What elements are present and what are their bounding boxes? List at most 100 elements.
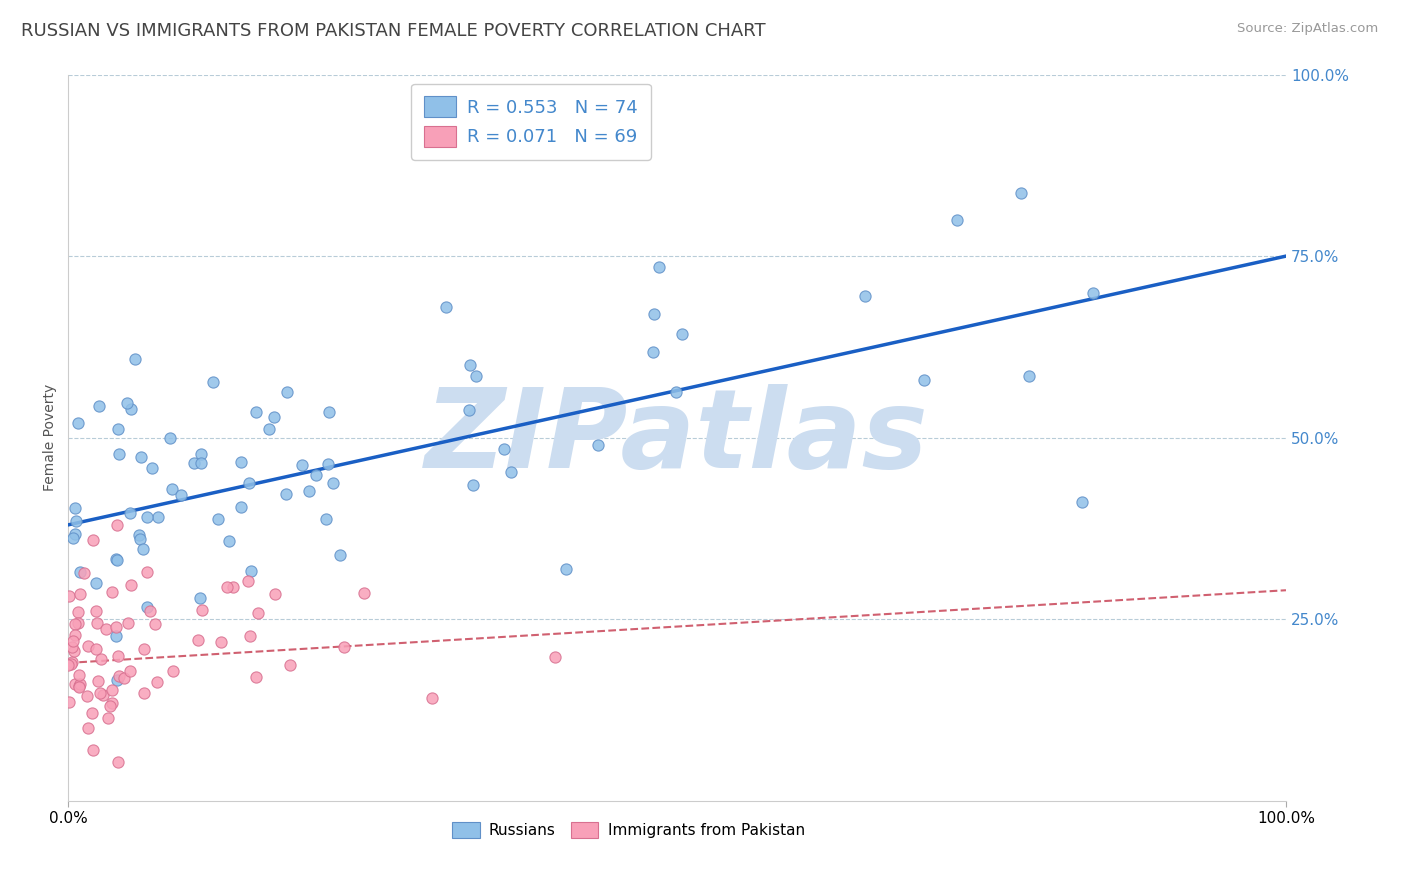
Point (458, 358, 481, 372)
Point (188, 591, 211, 605)
Point (946, 212, 969, 227)
Point (215, 580, 238, 594)
Point (434, 300, 457, 314)
Point (353, 586, 375, 600)
Point (97, 711, 120, 725)
Point (316, 457, 339, 471)
Point (160, 482, 183, 496)
Point (238, 476, 260, 491)
Point (84, 604, 107, 618)
Point (222, 580, 245, 594)
Point (91, 688, 114, 702)
Point (90, 652, 112, 666)
Point (67, 416, 90, 430)
Point (107, 447, 129, 461)
Point (420, 691, 443, 706)
Point (87, 673, 110, 688)
Point (107, 668, 129, 682)
Point (494, 442, 516, 456)
Point (457, 402, 479, 417)
Point (278, 657, 301, 672)
Point (190, 456, 212, 470)
Point (162, 664, 184, 678)
Point (76, 690, 98, 704)
Point (229, 500, 252, 514)
Point (264, 587, 287, 601)
Text: ZIPatlas: ZIPatlas (425, 384, 929, 491)
Point (112, 671, 135, 685)
Point (67, 606, 90, 620)
Point (94, 622, 117, 636)
Point (128, 528, 150, 542)
Point (120, 401, 142, 416)
Point (104, 620, 127, 634)
Point (63, 677, 86, 691)
Point (544, 650, 567, 665)
Point (555, 562, 578, 576)
Point (671, 326, 693, 341)
Point (105, 517, 128, 532)
Point (665, 384, 688, 399)
Point (62, 531, 84, 545)
Point (101, 696, 124, 710)
Y-axis label: Female Poverty: Female Poverty (44, 384, 58, 491)
Point (65, 527, 87, 541)
Point (84, 642, 107, 657)
Point (73, 566, 96, 580)
Point (274, 487, 297, 501)
Point (60, 655, 83, 669)
Point (135, 565, 157, 579)
Point (63, 616, 86, 631)
Point (329, 549, 352, 563)
Point (120, 506, 142, 520)
Point (170, 488, 193, 502)
Point (69, 677, 91, 691)
Point (298, 483, 321, 498)
Point (98, 698, 121, 713)
Point (132, 686, 155, 700)
Point (1083, 286, 1105, 301)
Point (465, 368, 488, 383)
Point (229, 455, 252, 469)
Point (245, 670, 267, 684)
Point (187, 632, 209, 647)
Point (86, 615, 108, 630)
Point (128, 533, 150, 547)
Point (67, 667, 90, 681)
Point (124, 351, 146, 366)
Point (65, 514, 87, 528)
Point (132, 642, 155, 657)
Text: RUSSIAN VS IMMIGRANTS FROM PAKISTAN FEMALE POVERTY CORRELATION CHART: RUSSIAN VS IMMIGRANTS FROM PAKISTAN FEMA… (21, 22, 766, 40)
Point (499, 465, 522, 479)
Point (131, 450, 153, 464)
Point (121, 578, 143, 592)
Point (318, 405, 340, 419)
Point (67, 680, 90, 694)
Point (190, 447, 212, 461)
Point (69, 566, 91, 580)
Point (84, 576, 107, 591)
Point (1018, 368, 1040, 383)
Point (58, 658, 80, 673)
Point (138, 604, 160, 618)
Point (148, 509, 170, 524)
Point (146, 674, 169, 689)
Point (291, 458, 314, 472)
Point (100, 683, 122, 698)
Point (131, 542, 153, 557)
Point (59, 657, 82, 671)
Point (159, 431, 181, 445)
Point (245, 405, 267, 419)
Point (239, 629, 262, 643)
Point (247, 606, 270, 620)
Point (135, 510, 157, 524)
Point (202, 375, 225, 389)
Point (218, 533, 240, 548)
Point (107, 755, 129, 769)
Point (136, 599, 159, 614)
Point (209, 635, 232, 649)
Point (82, 742, 104, 756)
Point (62, 644, 84, 658)
Point (58, 695, 80, 709)
Point (82, 706, 104, 720)
